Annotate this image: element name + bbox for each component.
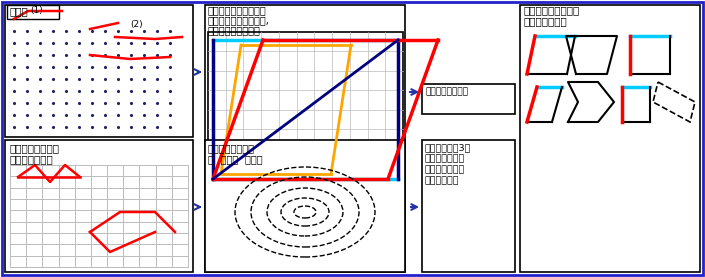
Bar — [7, 5, 59, 19]
Text: 材料搭一个平行四边形,: 材料搭一个平行四边形, — [208, 15, 270, 25]
Bar — [520, 5, 700, 272]
Text: 平行四边形。: 平行四边形。 — [425, 176, 460, 185]
Text: 一个平行四边形: 一个平行四边形 — [9, 154, 53, 164]
Text: 判一判，下面图形哪: 判一判，下面图形哪 — [524, 5, 580, 15]
Bar — [208, 32, 403, 187]
Text: (2): (2) — [130, 20, 142, 29]
Text: 找一找，给你3个: 找一找，给你3个 — [425, 143, 472, 152]
Text: 些是平行四边形: 些是平行四边形 — [524, 16, 568, 26]
Text: 点，再添一个点: 点，再添一个点 — [425, 154, 465, 163]
Text: 画一画: 画一画 — [10, 6, 29, 16]
Text: 改一改，使它成为: 改一改，使它成为 — [9, 143, 59, 153]
Text: 形  长方形  正方形: 形 长方形 正方形 — [208, 154, 263, 164]
Text: 玩一玩：用学具袋中的: 玩一玩：用学具袋中的 — [208, 5, 266, 15]
Text: 了解生活中的运用: 了解生活中的运用 — [425, 87, 468, 96]
Text: 并说说有什么发现。: 并说说有什么发现。 — [208, 25, 261, 35]
Bar — [205, 5, 405, 272]
Text: ，使它成为一个: ，使它成为一个 — [425, 165, 465, 174]
Text: (1): (1) — [30, 6, 43, 15]
Bar — [5, 140, 193, 272]
Bar — [422, 140, 515, 272]
Bar — [422, 84, 515, 114]
Text: 填一填：平行四边: 填一填：平行四边 — [208, 143, 255, 153]
Bar — [205, 140, 405, 272]
Bar — [5, 5, 193, 137]
